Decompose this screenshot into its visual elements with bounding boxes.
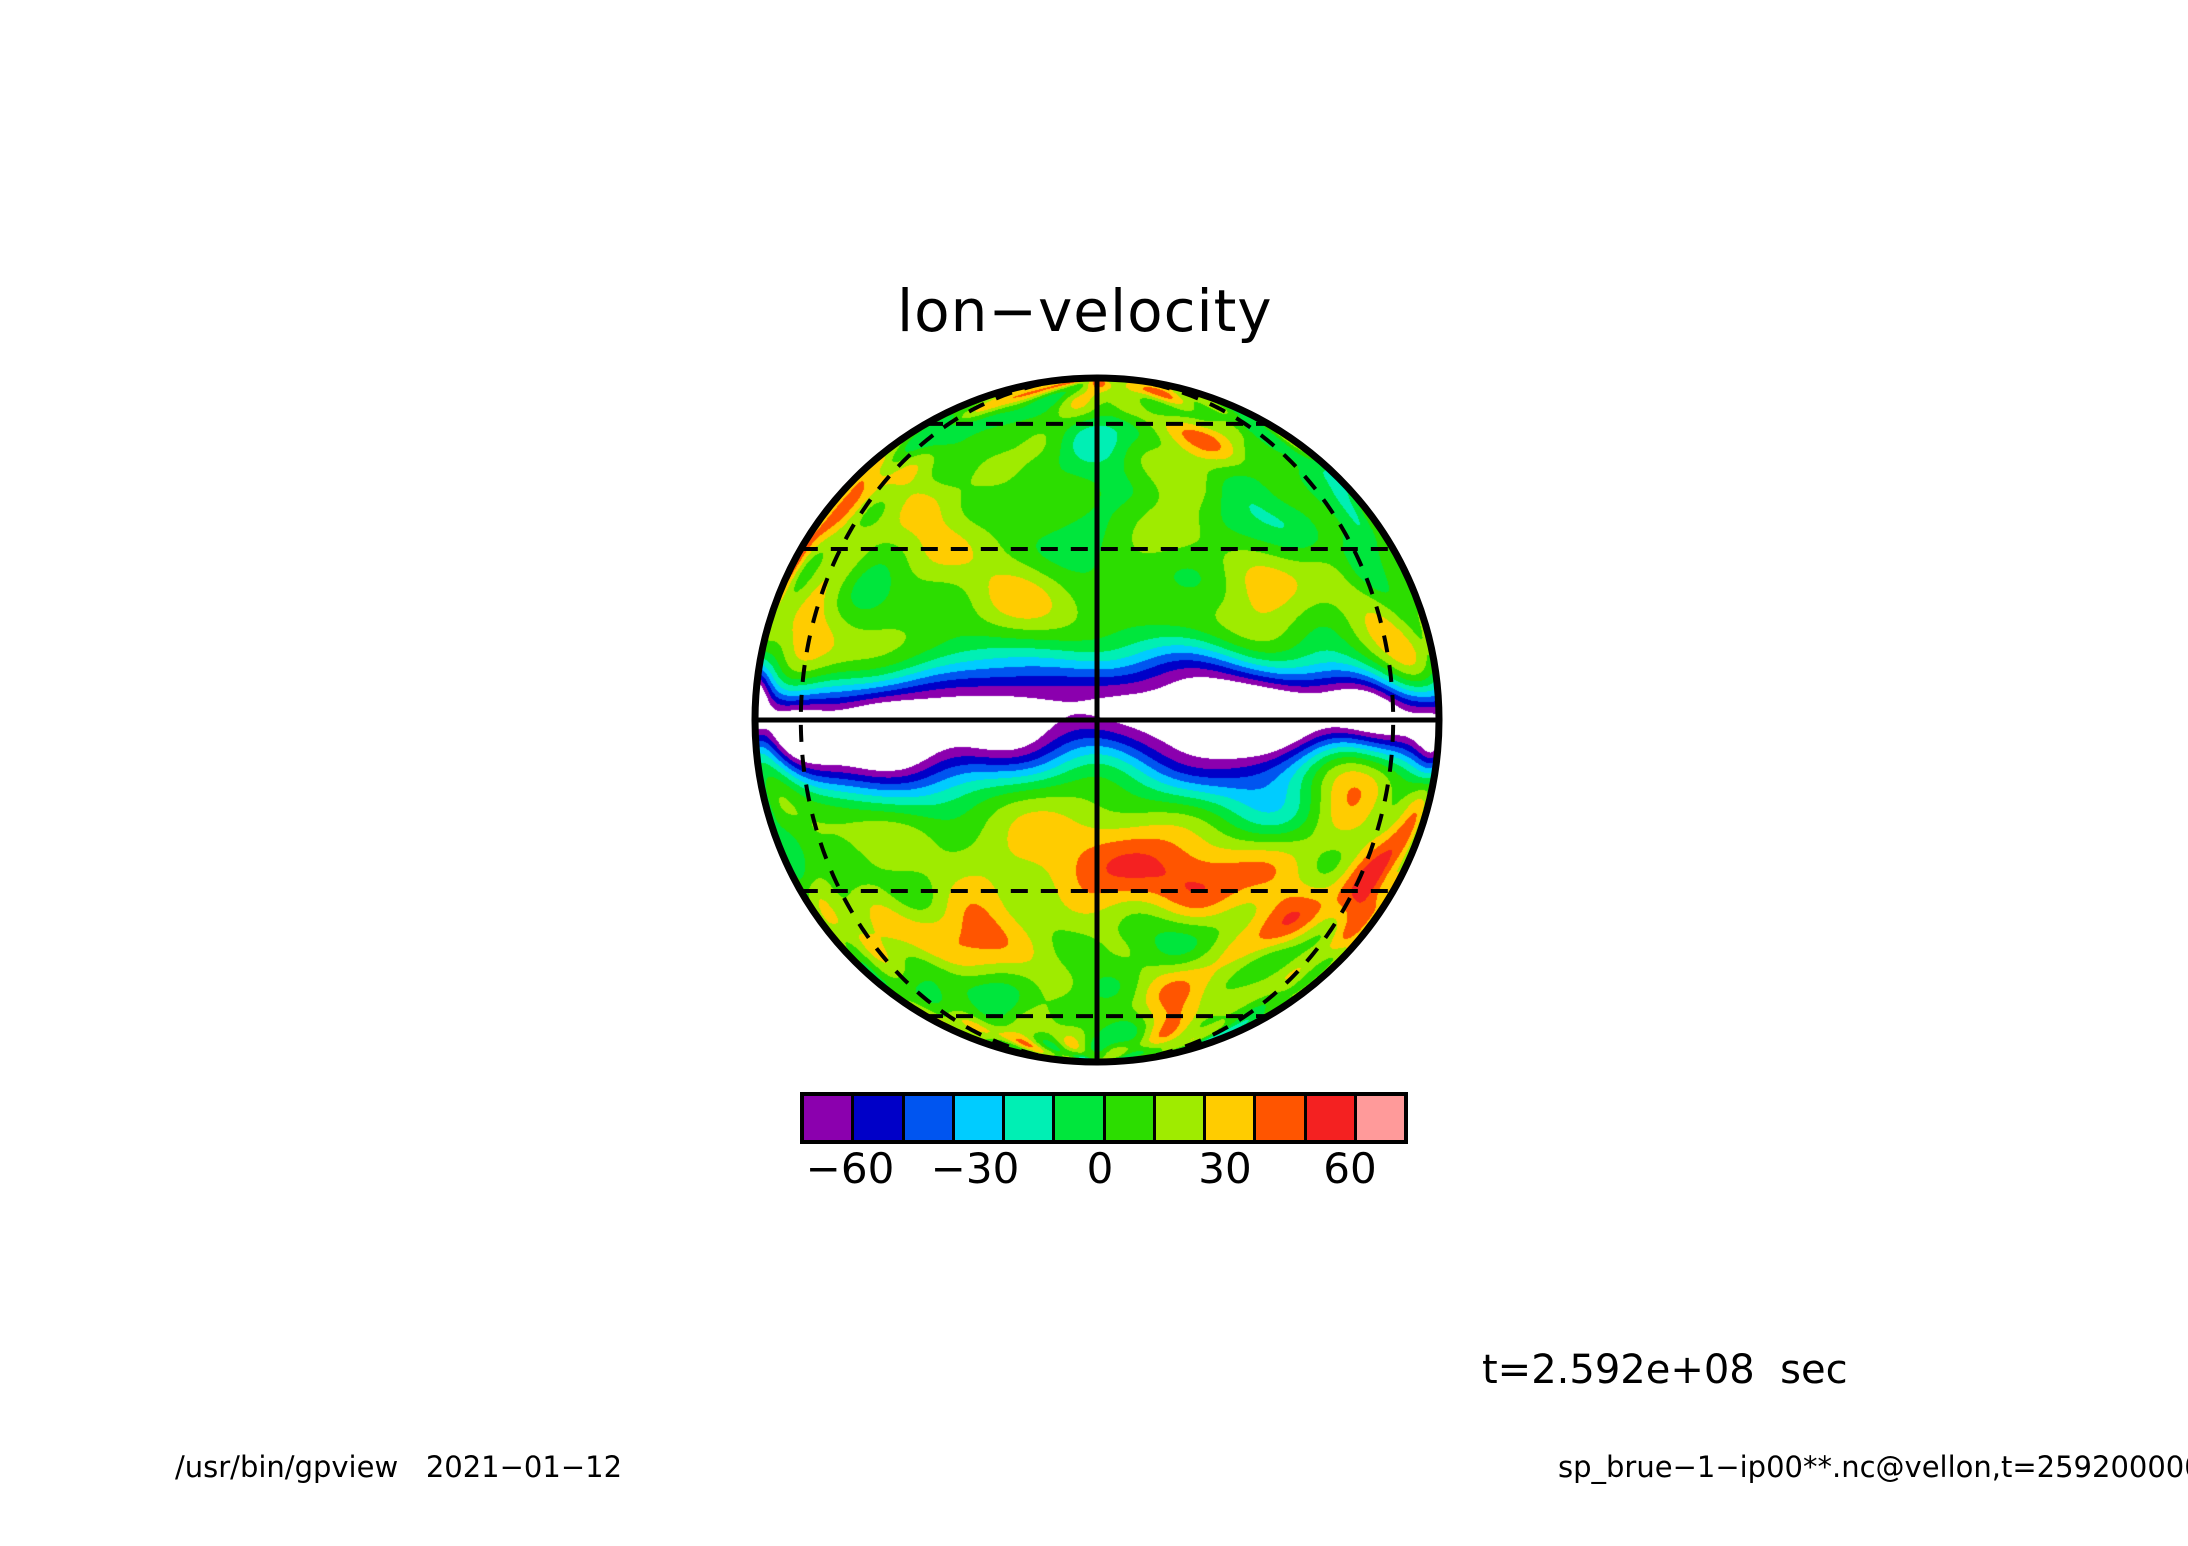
colorbar-swatch (1356, 1096, 1404, 1140)
command-annotation: /usr/bin/gpview 2021−01−12 (175, 1450, 623, 1484)
colorbar-swatch (804, 1096, 855, 1140)
map-graticule-overlay (751, 374, 1443, 1066)
colorbar-tick-label: −30 (930, 1144, 1020, 1193)
colorbar-swatch (1155, 1096, 1206, 1140)
colorbar-swatch (954, 1096, 1005, 1140)
colorbar-tick-label: 30 (1198, 1144, 1252, 1193)
colorbar-swatch (904, 1096, 955, 1140)
graticule-lines (755, 376, 1439, 1064)
page-title: lon−velocity (897, 277, 1273, 345)
colorbar (800, 1092, 1408, 1144)
colorbar-tick-labels: −60 −30 0 30 60 (800, 1148, 1400, 1202)
globe-outline (751, 374, 1443, 1066)
orthographic-map (751, 374, 1443, 1066)
time-annotation: t=2.592e+08 sec (1482, 1347, 1848, 1393)
colorbar-tick-label: −60 (805, 1144, 895, 1193)
colorbar-swatch (854, 1096, 905, 1140)
colorbar-swatch (1105, 1096, 1156, 1140)
longitude-line (798, 376, 1098, 1064)
colorbar-swatch (1256, 1096, 1307, 1140)
colorbar-tick-label: 60 (1323, 1144, 1377, 1193)
colorbar-swatch (1206, 1096, 1257, 1140)
longitude-line (1096, 376, 1396, 1064)
colorbar-swatch (1055, 1096, 1106, 1140)
colorbar-tick-label: 0 (1086, 1144, 1114, 1193)
source-annotation: sp_brue−1−ip00**.nc@vellon,t=259200000 (1558, 1450, 2188, 1484)
colorbar-swatch (1005, 1096, 1056, 1140)
colorbar-swatch (1306, 1096, 1357, 1140)
